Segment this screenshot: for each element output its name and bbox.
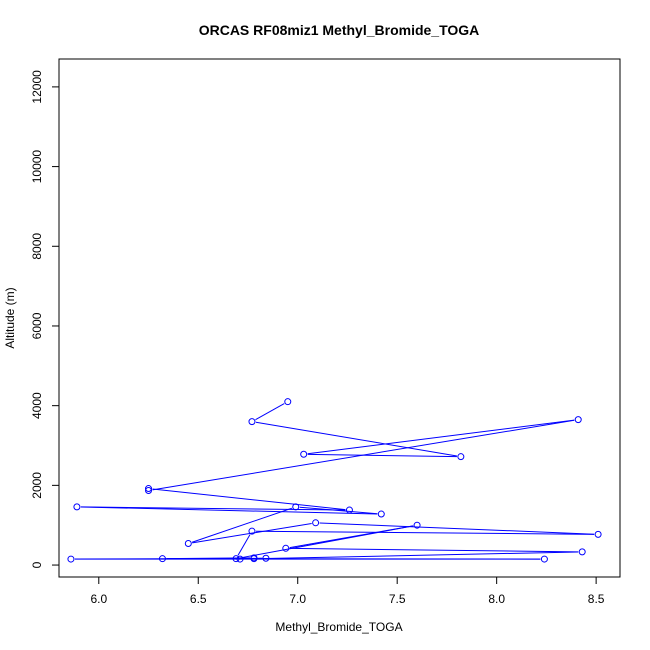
data-point [250,554,258,562]
y-tick-label: 8000 [30,233,44,260]
x-tick-label: 6.0 [90,592,107,606]
data-point [67,555,75,563]
chart-title: ORCAS RF08miz1 Methyl_Bromide_TOGA [199,22,480,38]
x-axis-label: Methyl_Bromide_TOGA [275,620,402,634]
x-axis: 6.0 6.5 7.0 7.5 8.0 8.5 [90,576,605,606]
series-segment [299,506,378,515]
series-segment [166,557,250,560]
data-point [248,418,256,426]
y-axis-label: Altitude (m) [3,287,17,348]
plot-frame [58,58,621,578]
data-point [540,555,548,563]
series-segment [289,525,414,549]
y-tick-label: 2000 [30,472,44,499]
data-point [248,527,256,535]
data-point [292,503,300,511]
series-segment [152,488,346,511]
series-segment [244,551,579,560]
series-segment [289,547,579,553]
y-tick-label: 10000 [30,150,44,184]
data-point [282,544,290,552]
series-segment [152,419,575,491]
series-segment [80,506,346,511]
data-point [594,530,602,538]
series-segment [307,419,575,455]
data-point [236,555,244,563]
data-point [345,506,353,514]
data-point [300,450,308,458]
y-axis: 0 2000 4000 6000 8000 10000 12000 [30,70,60,568]
series-segment [319,522,595,535]
series-segment [255,421,457,457]
data-point [145,487,153,495]
data-point [413,521,421,529]
data-point [574,416,582,424]
x-tick-label: 6.5 [190,592,207,606]
data-point [578,548,586,556]
x-tick-label: 7.5 [389,592,406,606]
x-tick-label: 7.0 [289,592,306,606]
data-point [377,510,385,518]
data-point [184,540,192,548]
series-segment [255,403,285,421]
series-segment [307,453,457,458]
data-point [284,398,292,406]
data-point [145,485,153,493]
series-segment [80,506,378,515]
series-segment [237,534,251,556]
data-point [232,555,240,563]
x-tick-label: 8.0 [488,592,505,606]
y-tick-label: 0 [30,561,44,568]
y-tick-label: 12000 [30,70,44,104]
series-segment [192,522,312,544]
data-series [67,398,602,563]
data-point [262,554,270,562]
data-point [158,555,166,563]
series-segment [191,507,293,543]
data-point [457,453,465,461]
y-tick-label: 6000 [30,312,44,339]
data-point [312,519,320,527]
y-tick-label: 4000 [30,392,44,419]
data-point [73,503,81,511]
series-segment [255,530,595,535]
x-tick-label: 8.5 [588,592,605,606]
